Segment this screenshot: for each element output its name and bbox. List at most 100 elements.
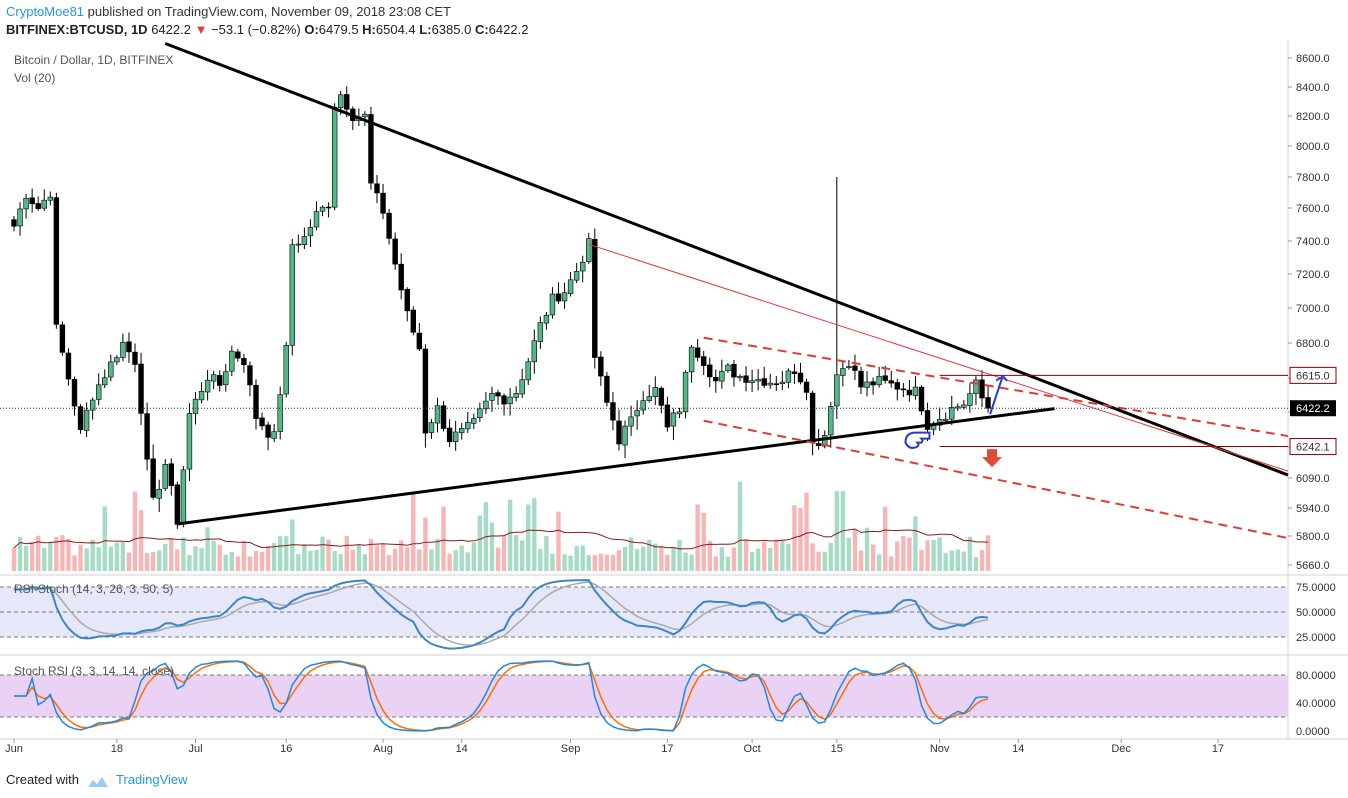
volume-bar xyxy=(931,540,936,571)
candle-body xyxy=(809,392,816,444)
trendlines xyxy=(0,42,1289,540)
chart-area[interactable]: 8600.0 8400.0 8200.0 8000.0 7800.0 7600.0 7400… xyxy=(0,40,1348,768)
volume-bar xyxy=(181,537,186,571)
volume-bar xyxy=(471,542,476,571)
volume-bar xyxy=(386,555,392,571)
candle-body xyxy=(876,375,882,386)
volume-bar xyxy=(792,505,797,571)
price-tick-label: 7800.0 xyxy=(1296,172,1330,184)
candle-body xyxy=(573,271,580,281)
volume-bar xyxy=(659,546,664,571)
volume-bar xyxy=(610,554,616,571)
volume-bar xyxy=(477,515,483,571)
author-link[interactable]: CryptoMoe81 xyxy=(6,4,85,19)
rsi-stoch-main-line xyxy=(14,579,989,650)
candle-body xyxy=(89,399,96,411)
candle-body xyxy=(664,404,671,428)
volume-bar xyxy=(798,507,803,571)
volume-bar xyxy=(707,541,712,571)
candle-body xyxy=(682,371,689,413)
candle-body xyxy=(555,293,562,302)
volume-bar xyxy=(302,544,307,571)
volume-bar xyxy=(441,506,446,571)
candle-body xyxy=(235,351,241,359)
volume-bar xyxy=(96,547,101,571)
volume-bar xyxy=(501,535,507,571)
candle-body xyxy=(561,292,568,302)
candle-body xyxy=(870,381,876,386)
volume-bar xyxy=(671,547,676,571)
candle-body xyxy=(767,382,773,386)
candle-body xyxy=(83,409,90,431)
candle-body xyxy=(743,375,749,383)
candle-body xyxy=(785,370,792,383)
price-tick-label: 7600.0 xyxy=(1296,203,1330,215)
candle-body xyxy=(144,413,150,460)
volume-bar xyxy=(362,554,368,571)
candle-body xyxy=(398,263,404,291)
level-tag xyxy=(1289,438,1337,456)
volume-bar xyxy=(846,537,852,571)
red-down-arrow-icon xyxy=(982,449,1003,468)
candle-body xyxy=(713,377,719,382)
high-label: H: xyxy=(362,22,376,37)
volume-bar xyxy=(641,546,646,571)
candle-body xyxy=(241,358,247,366)
volume-bar xyxy=(368,538,374,571)
volume-bar xyxy=(634,549,640,571)
volume-bar xyxy=(901,536,906,571)
candle-body xyxy=(180,469,187,525)
tradingview-brand[interactable]: TradingView xyxy=(116,772,188,787)
last-price-tag xyxy=(1290,400,1336,417)
volume-bar xyxy=(114,542,120,571)
candle-body xyxy=(604,375,610,403)
candle-body xyxy=(531,340,538,363)
price-tick-label: 8200.0 xyxy=(1296,111,1330,123)
time-tick-label: Dec xyxy=(1111,743,1131,755)
volume-bar xyxy=(235,556,241,571)
volume-bar xyxy=(66,538,71,571)
candle-body xyxy=(410,309,416,333)
volume-bar xyxy=(126,552,132,571)
volume-bar xyxy=(810,543,815,571)
volume-bar xyxy=(290,519,295,571)
red-dashed-channel-lower xyxy=(703,419,1289,540)
price-tick-label: 5940.0 xyxy=(1296,503,1330,515)
candle-body xyxy=(749,380,755,384)
descending-trendline xyxy=(164,42,1289,477)
volume-bar xyxy=(453,550,458,571)
candle-body xyxy=(96,384,102,400)
candle-body xyxy=(253,384,259,419)
volume-bar xyxy=(380,543,386,571)
candle-body xyxy=(586,238,592,262)
volume-bar xyxy=(743,539,749,571)
candle-body xyxy=(858,370,864,388)
candle-body xyxy=(422,348,429,434)
time-tick-label: Jun xyxy=(5,743,23,755)
volume-bar xyxy=(955,549,960,571)
volume-bar xyxy=(943,553,948,571)
volume-bar xyxy=(876,554,882,571)
volume-bar xyxy=(78,544,83,571)
candle-body xyxy=(337,94,344,109)
volume-label: Vol (20) xyxy=(14,71,55,85)
stoch-rsi-title: Stoch RSI (3, 3, 14, 14, close) xyxy=(14,664,174,678)
candle-body xyxy=(719,371,725,382)
volume-bar xyxy=(628,537,634,571)
price-tick-label: 5660.0 xyxy=(1296,560,1330,572)
volume-bar xyxy=(399,540,404,571)
stoch-axis-label: 40.0000 xyxy=(1296,698,1336,710)
volume-bar xyxy=(132,491,138,571)
volume-bar xyxy=(592,555,597,571)
candle-body xyxy=(797,372,804,383)
volume-bar xyxy=(513,535,519,571)
candle-body xyxy=(688,346,695,373)
candle-body xyxy=(368,114,374,184)
candle-body xyxy=(773,383,780,386)
volume-bar xyxy=(604,554,610,571)
volume-bar xyxy=(435,539,440,571)
volume-bar xyxy=(737,481,743,571)
candle-body xyxy=(229,350,235,372)
candle-body xyxy=(815,443,822,446)
volume-bar xyxy=(895,541,900,571)
